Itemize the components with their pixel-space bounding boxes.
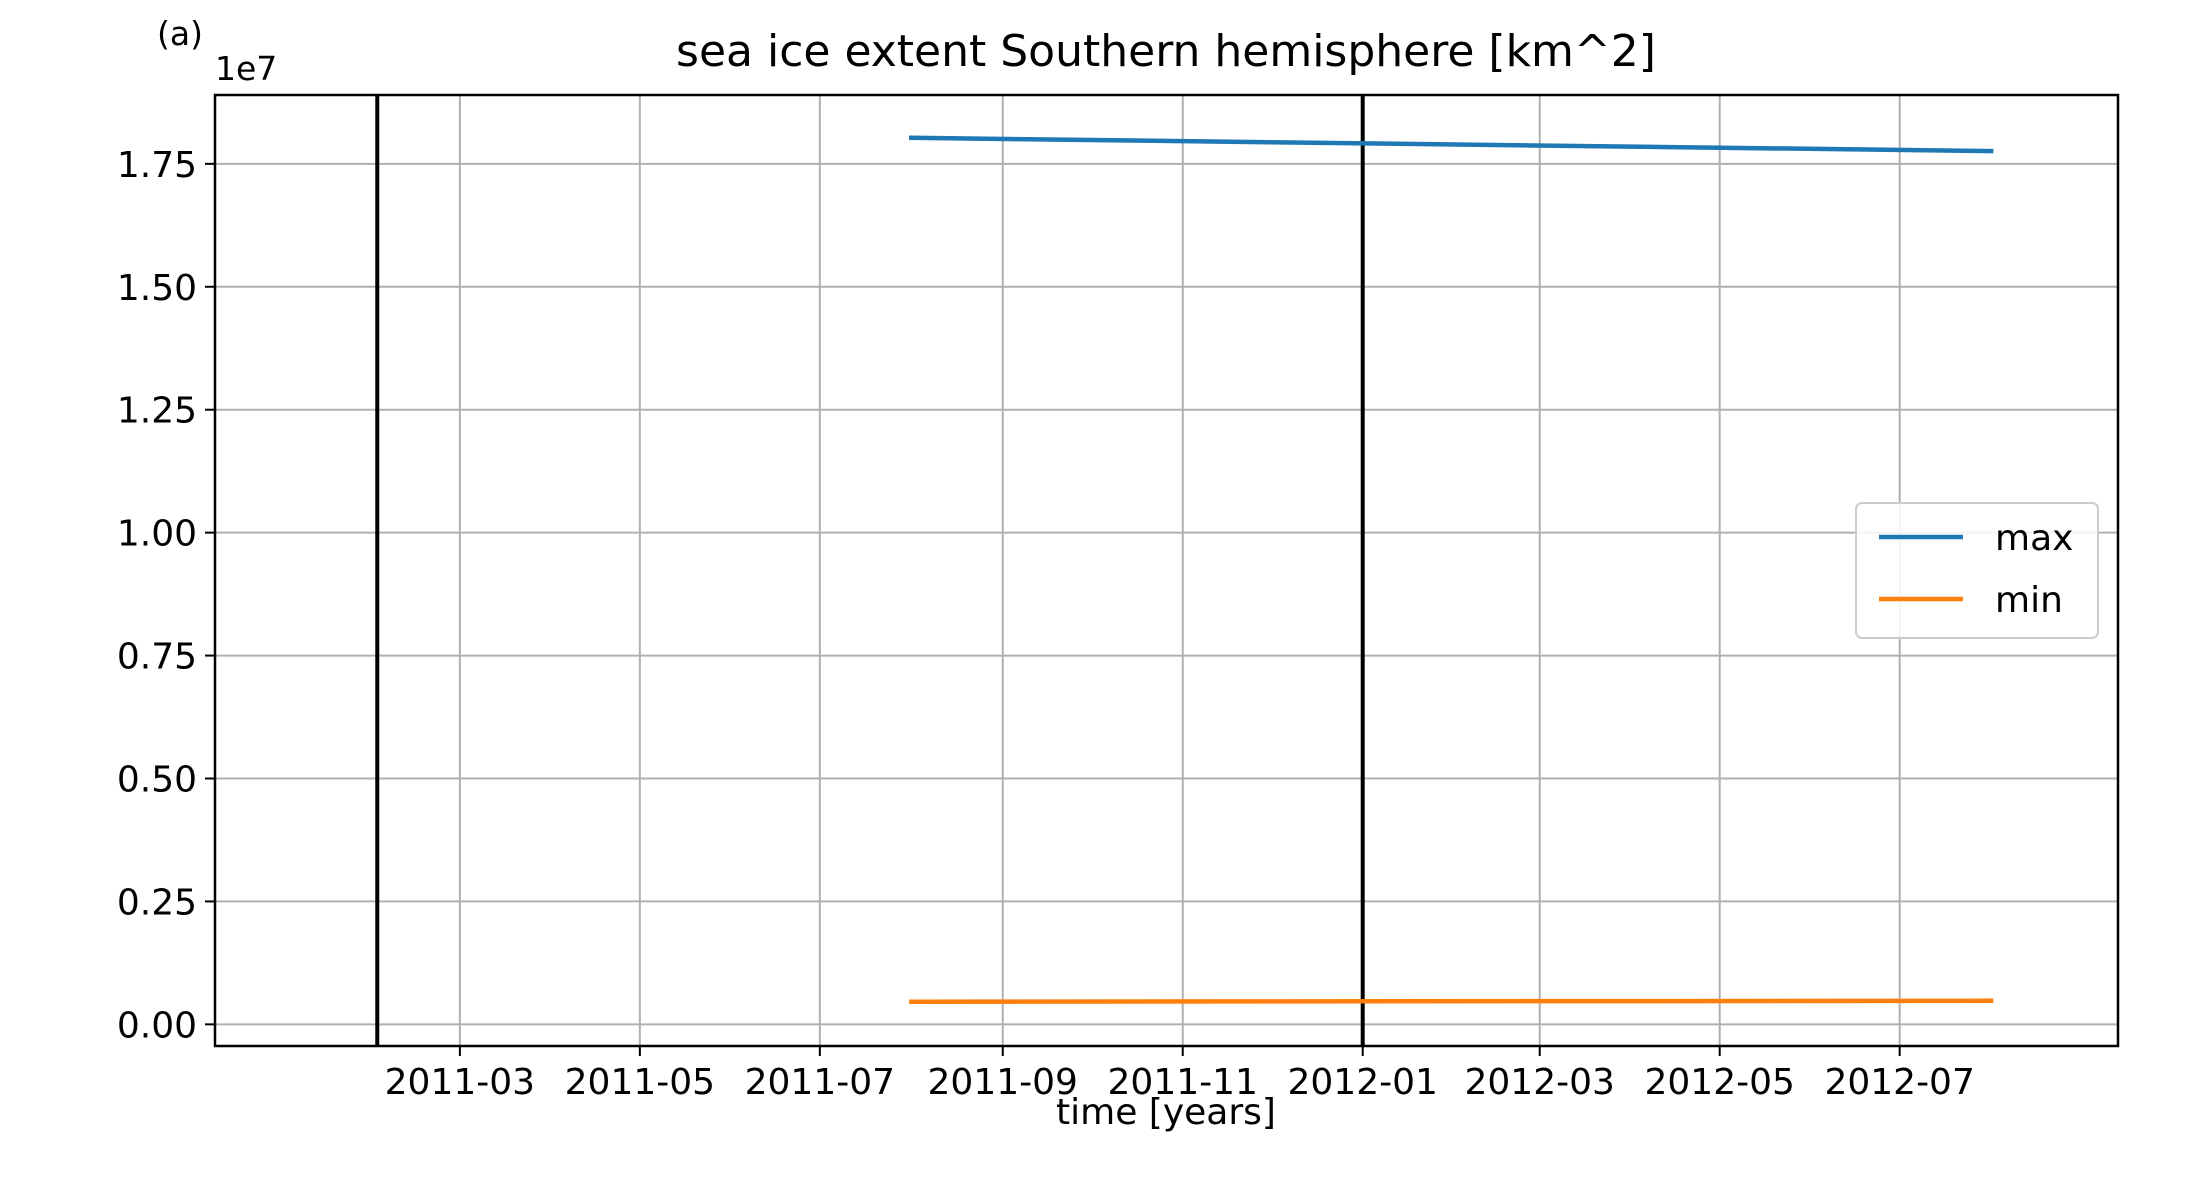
grid <box>215 95 2118 1046</box>
x-tick-label: 2012-03 <box>1465 1062 1615 1103</box>
x-tick-label: 2011-11 <box>1108 1062 1258 1103</box>
x-tick-label: 2011-07 <box>745 1062 895 1103</box>
legend: max min <box>1855 502 2099 639</box>
y-tick-label: 1.00 <box>117 514 197 555</box>
x-tick-label: 2012-07 <box>1824 1062 1974 1103</box>
y-tick-label: 0.25 <box>117 882 197 923</box>
x-tick-label: 2012-05 <box>1644 1062 1794 1103</box>
legend-label-max: max <box>1995 518 2073 559</box>
x-tick-label: 2011-09 <box>928 1062 1078 1103</box>
x-axis: 2011-03 2011-05 2011-07 2011-09 2011-11 2012-… <box>385 1046 1975 1103</box>
y-tick-label: 0.00 <box>117 1005 197 1046</box>
legend-label-min: min <box>1995 580 2063 621</box>
y-tick-label: 0.75 <box>117 637 197 678</box>
y-axis: 0.00 0.25 0.50 0.75 1.00 1.25 1.50 1.75 <box>117 145 215 1046</box>
x-tick-label: 2012-01 <box>1287 1062 1437 1103</box>
series-line-min <box>909 998 1994 1004</box>
y-tick-label: 1.75 <box>117 145 197 186</box>
y-tick-label: 0.50 <box>117 760 197 801</box>
series-group <box>909 135 1994 1004</box>
y-offset-label: 1e7 <box>215 49 277 88</box>
panel-label: (a) <box>157 14 203 53</box>
y-tick-label: 1.50 <box>117 268 197 309</box>
y-tick-label: 1.25 <box>117 391 197 432</box>
reference-lines <box>375 95 1365 1046</box>
x-tick-label: 2011-03 <box>385 1062 535 1103</box>
x-tick-label: 2011-05 <box>565 1062 715 1103</box>
chart-title: sea ice extent Southern hemisphere [km^2… <box>676 26 1656 77</box>
x-axis-label: time [years] <box>1056 1092 1276 1133</box>
series-line-max <box>909 135 1994 154</box>
plot-frame <box>213 93 2120 1048</box>
